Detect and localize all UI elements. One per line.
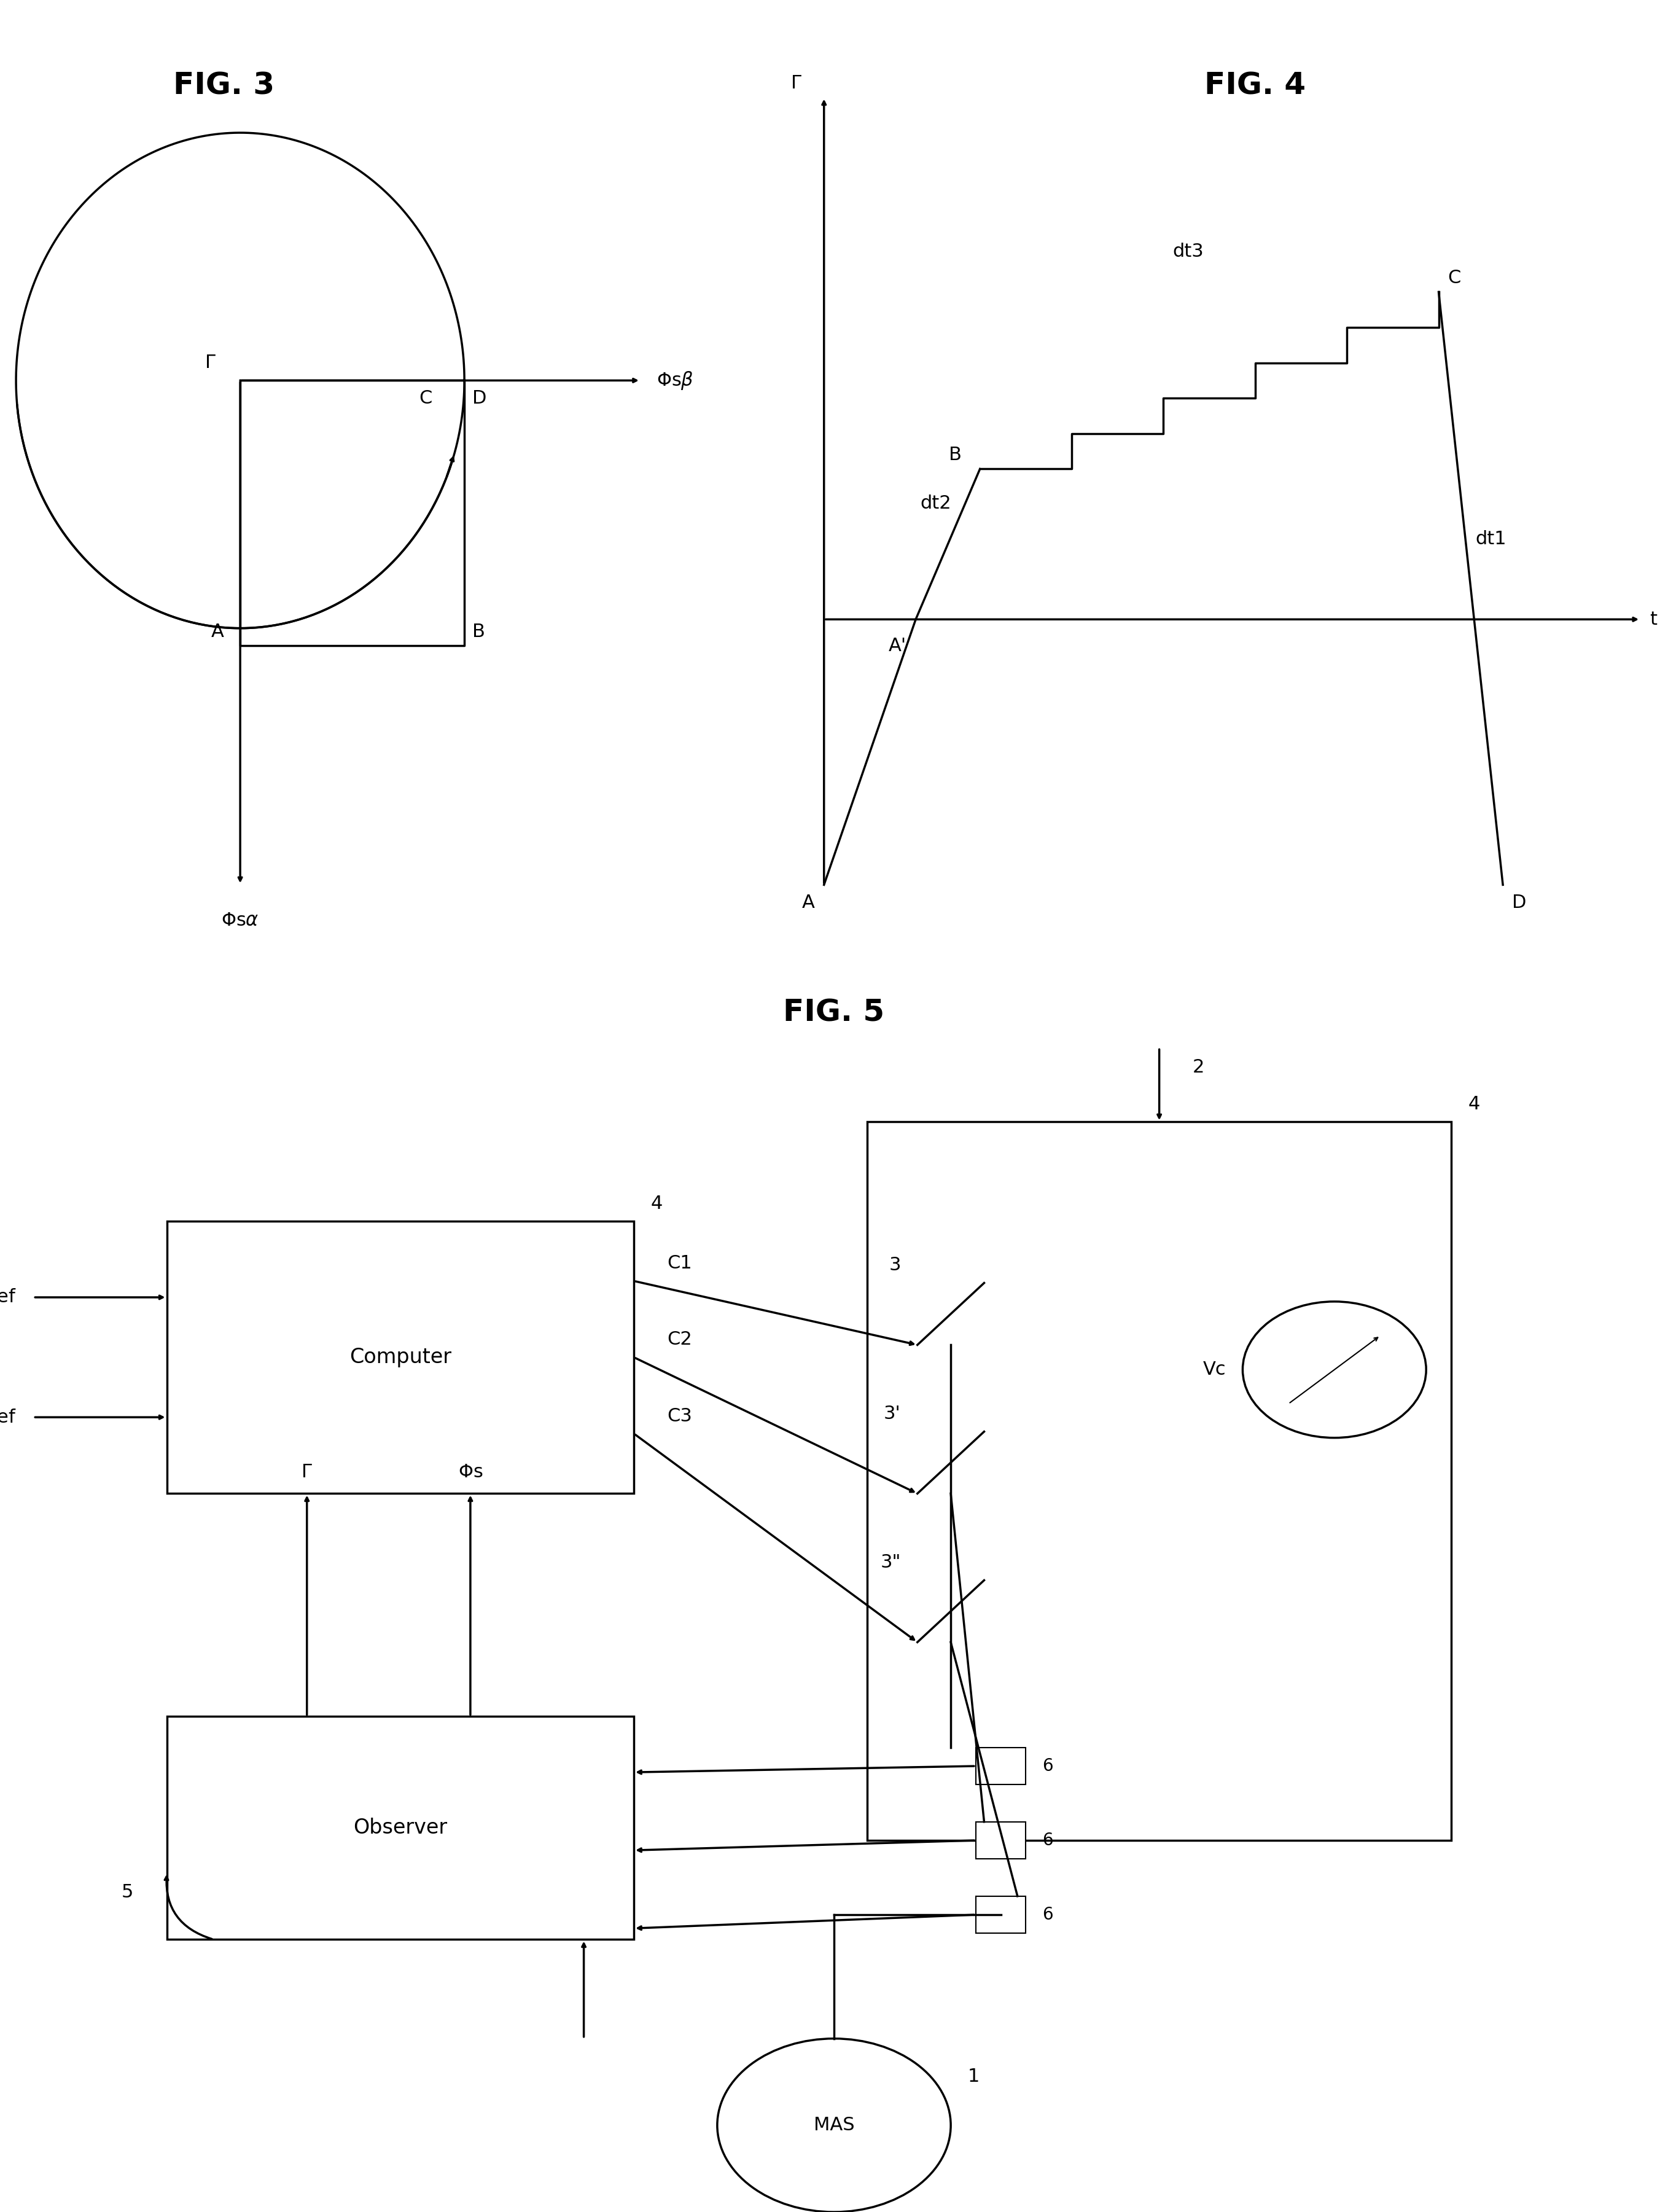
Text: D: D	[1511, 894, 1526, 911]
Text: dt2: dt2	[921, 495, 951, 513]
Text: Vc: Vc	[1203, 1360, 1226, 1378]
Text: Computer: Computer	[349, 1347, 452, 1367]
Text: t: t	[1650, 611, 1656, 628]
FancyBboxPatch shape	[976, 1823, 1026, 1858]
Text: 3: 3	[889, 1256, 901, 1274]
Text: $\Gamma$ref: $\Gamma$ref	[0, 1287, 17, 1307]
Text: C2: C2	[667, 1332, 692, 1349]
Text: C1: C1	[667, 1254, 692, 1272]
Text: C3: C3	[667, 1407, 692, 1425]
Text: 1: 1	[967, 2068, 979, 2086]
FancyBboxPatch shape	[867, 1121, 1451, 1840]
FancyBboxPatch shape	[167, 1221, 634, 1493]
Text: C: C	[419, 389, 432, 407]
Text: $\Phi$s$\alpha$: $\Phi$s$\alpha$	[222, 911, 259, 929]
Text: A: A	[212, 624, 224, 641]
Text: D: D	[472, 389, 487, 407]
Text: 6: 6	[1042, 1759, 1053, 1774]
Text: 3": 3"	[881, 1553, 901, 1571]
Text: dt3: dt3	[1173, 243, 1204, 261]
Text: B: B	[949, 447, 961, 465]
Text: 6: 6	[1042, 1832, 1053, 1849]
FancyBboxPatch shape	[167, 1717, 634, 1940]
Text: 4: 4	[651, 1194, 662, 1212]
Text: 5: 5	[122, 1882, 133, 1900]
Text: dt1: dt1	[1476, 531, 1506, 549]
Text: $\Phi$s$\beta$: $\Phi$s$\beta$	[657, 369, 694, 392]
Text: 3': 3'	[884, 1405, 901, 1422]
Text: Observer: Observer	[354, 1818, 447, 1838]
FancyBboxPatch shape	[976, 1747, 1026, 1785]
Text: MAS: MAS	[814, 2117, 854, 2135]
Text: 6: 6	[1042, 1907, 1053, 1922]
Text: C: C	[1448, 270, 1461, 288]
Text: FIG. 5: FIG. 5	[784, 998, 884, 1029]
Text: $\Phi$ref: $\Phi$ref	[0, 1409, 17, 1427]
Text: 4: 4	[1468, 1095, 1480, 1113]
Text: FIG. 4: FIG. 4	[1204, 71, 1306, 100]
Text: $\Gamma$: $\Gamma$	[205, 354, 217, 372]
Text: 2: 2	[1193, 1057, 1204, 1075]
FancyBboxPatch shape	[976, 1896, 1026, 1933]
Text: $\Gamma$: $\Gamma$	[791, 75, 802, 93]
Text: FIG. 3: FIG. 3	[173, 71, 275, 100]
Text: $\Phi$s: $\Phi$s	[459, 1464, 482, 1482]
Text: A: A	[802, 894, 816, 911]
Text: A': A'	[889, 637, 907, 655]
Text: $\Gamma$: $\Gamma$	[302, 1464, 312, 1482]
Text: B: B	[472, 624, 485, 641]
